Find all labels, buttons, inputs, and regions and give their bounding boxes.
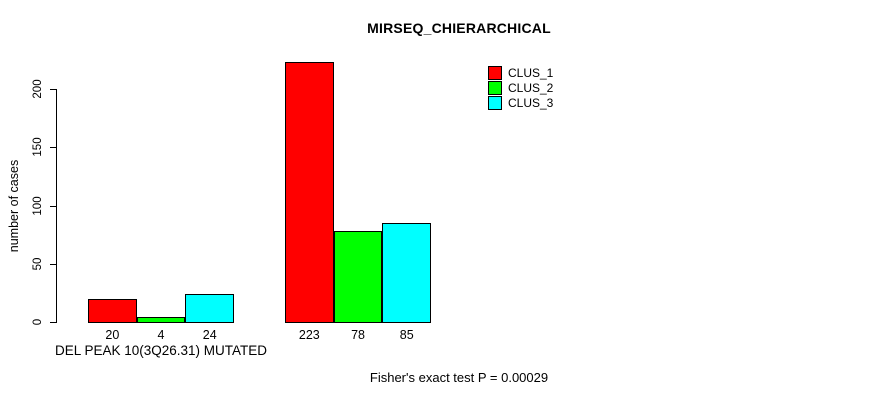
legend-swatch-icon [488, 80, 502, 95]
legend-label: CLUS_2 [508, 80, 554, 95]
bar-value-label: 78 [351, 328, 365, 342]
bar-clus_2-group2 [333, 231, 383, 323]
y-tick-mark [50, 206, 56, 207]
x-axis-group-label: DEL PEAK 10(3Q26.31) MUTATED [54, 343, 268, 358]
legend-swatch-icon [488, 65, 502, 80]
bar-clus_3-group1 [185, 294, 235, 323]
bar-clus_1-group2 [285, 62, 334, 323]
legend-item-clus_2: CLUS_2 [488, 80, 553, 95]
y-tick-label: 0 [32, 318, 44, 326]
legend: CLUS_1 CLUS_2 CLUS_3 [488, 65, 553, 110]
bar-clus_1-group1 [88, 299, 137, 323]
y-tick-label: 150 [32, 137, 44, 157]
y-tick-mark [50, 147, 56, 148]
fisher-test-annotation: Fisher's exact test P = 0.00029 [369, 370, 549, 385]
y-axis-label: number of cases [7, 159, 21, 253]
y-tick-label: 50 [32, 257, 44, 271]
y-tick-label: 100 [32, 196, 44, 216]
legend-label: CLUS_1 [508, 65, 554, 80]
y-tick-mark [50, 89, 56, 90]
legend-item-clus_1: CLUS_1 [488, 65, 553, 80]
bar-value-label: 85 [399, 328, 414, 342]
y-tick-label: 200 [32, 79, 44, 99]
bar-value-label: 223 [298, 328, 320, 342]
bar-value-label: 24 [202, 328, 217, 342]
y-axis-line [56, 89, 57, 323]
bar-value-label: 20 [105, 328, 120, 342]
bar-clus_3-group2 [382, 223, 432, 323]
bar-value-label: 4 [157, 328, 165, 342]
y-tick-mark [50, 264, 56, 265]
legend-label: CLUS_3 [508, 95, 554, 110]
legend-item-clus_3: CLUS_3 [488, 95, 553, 110]
legend-swatch-icon [488, 95, 502, 110]
chart-title: MIRSEQ_CHIERARCHICAL [367, 20, 551, 36]
y-tick-mark [50, 322, 56, 323]
bar-clus_2-group1 [136, 317, 186, 323]
